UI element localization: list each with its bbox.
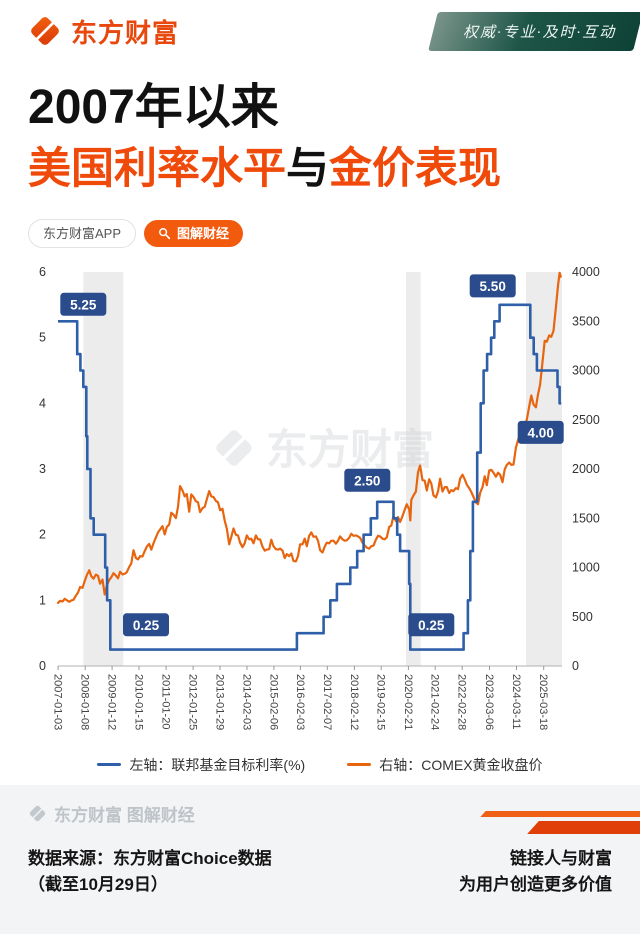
svg-text:0.25: 0.25 [418, 617, 445, 632]
svg-text:1000: 1000 [572, 560, 600, 574]
svg-text:1: 1 [39, 593, 46, 607]
svg-text:东方财富: 东方财富 [266, 426, 434, 473]
svg-text:2021-02-24: 2021-02-24 [429, 674, 441, 730]
legend-item-left-axis: 左轴：联邦基金目标利率(%) [97, 755, 305, 775]
legend-label-left: 左轴：联邦基金目标利率(%) [129, 756, 306, 773]
svg-text:2018-02-12: 2018-02-12 [348, 674, 360, 730]
ribbon-thick [527, 820, 640, 834]
badge-row: 东方财富APP 图解财经 [0, 195, 640, 248]
ribbon-thin [480, 810, 640, 817]
footer-watermark: 东方财富 图解财经 [28, 801, 612, 826]
svg-text:4000: 4000 [572, 265, 600, 279]
svg-text:4: 4 [39, 396, 46, 410]
eastmoney-logo-icon [31, 17, 59, 45]
footer-content: 数据来源：东方财富Choice数据 （截至10月29日） 链接人与财富 为用户创… [28, 846, 612, 899]
data-source-line1: 数据来源：东方财富Choice数据 [28, 848, 272, 868]
title-line2: 美国利率水平与金价表现 [28, 145, 612, 194]
svg-text:2009-01-12: 2009-01-12 [106, 674, 118, 730]
footer-watermark-text: 东方财富 图解财经 [54, 805, 195, 825]
channel-badge-label: 图解财经 [177, 225, 230, 241]
data-source-line2: （截至10月29日） [28, 874, 168, 894]
svg-text:5.25: 5.25 [70, 297, 97, 312]
svg-text:2.50: 2.50 [354, 473, 380, 488]
svg-text:3: 3 [39, 462, 46, 476]
svg-text:2019-02-15: 2019-02-15 [375, 674, 387, 730]
svg-text:2016-02-03: 2016-02-03 [294, 674, 306, 730]
svg-text:1500: 1500 [572, 511, 600, 525]
title-line2-orange1: 美国利率水平 [28, 145, 286, 194]
svg-text:0: 0 [39, 659, 46, 673]
svg-text:2014-02-03: 2014-02-03 [241, 674, 253, 730]
svg-text:2000: 2000 [572, 462, 600, 476]
header-slogan-text: 权威·专业·及时·互动 [462, 24, 616, 41]
svg-text:2500: 2500 [572, 412, 600, 426]
svg-text:2: 2 [39, 527, 46, 541]
fed-rate-line-swatch [97, 763, 122, 767]
svg-text:2015-02-06: 2015-02-06 [267, 674, 279, 730]
svg-text:2025-03-18: 2025-03-18 [537, 674, 549, 730]
svg-text:5.50: 5.50 [480, 279, 506, 294]
svg-text:0.25: 0.25 [133, 617, 160, 632]
svg-text:0: 0 [572, 659, 579, 673]
data-source: 数据来源：东方财富Choice数据 （截至10月29日） [28, 846, 272, 899]
svg-text:2022-02-28: 2022-02-28 [456, 674, 468, 730]
legend-item-right-axis: 右轴：COMEX黄金收盘价 [347, 755, 543, 775]
svg-text:2012-01-25: 2012-01-25 [187, 674, 199, 730]
svg-text:2011-01-20: 2011-01-20 [160, 674, 172, 729]
title-line1: 2007年以来 [28, 81, 279, 134]
svg-text:3000: 3000 [572, 363, 600, 377]
svg-text:2008-01-08: 2008-01-08 [79, 674, 91, 730]
app-badge[interactable]: 东方财富APP [28, 218, 137, 248]
title-block: 2007年以来 美国利率水平与金价表现 [0, 62, 640, 195]
header: 东方财富 权威·专业·及时·互动 [0, 0, 640, 62]
svg-text:4.00: 4.00 [528, 425, 554, 440]
eastmoney-logo-gray-icon [29, 805, 46, 821]
footer-slogan-line1: 链接人与财富 [510, 848, 612, 868]
svg-text:5: 5 [39, 330, 46, 344]
title-line2-black: 与 [286, 145, 329, 194]
gold-price-line-swatch [347, 763, 372, 767]
svg-text:3500: 3500 [572, 314, 600, 328]
header-slogan: 权威·专业·及时·互动 [427, 11, 640, 51]
svg-text:6: 6 [39, 265, 46, 279]
chart-legend: 左轴：联邦基金目标利率(%) 右轴：COMEX黄金收盘价 [0, 753, 640, 785]
search-icon [159, 227, 171, 239]
legend-label-right: 右轴：COMEX黄金收盘价 [379, 756, 543, 773]
channel-badge[interactable]: 图解财经 [144, 219, 244, 247]
svg-text:2024-03-11: 2024-03-11 [510, 674, 522, 729]
svg-text:2010-01-15: 2010-01-15 [133, 674, 145, 730]
svg-text:2020-02-21: 2020-02-21 [402, 674, 414, 730]
footer-slogan: 链接人与财富 为用户创造更多价值 [459, 846, 612, 899]
svg-text:500: 500 [572, 609, 593, 623]
svg-text:2017-02-07: 2017-02-07 [321, 674, 333, 730]
svg-text:2023-03-06: 2023-03-06 [483, 674, 495, 730]
rates-vs-gold-chart: 东方财富 0 1 2 3 4 5 6 0 500 1000 1500 2000 2500 3000 3500 4… [39, 265, 600, 730]
footer-ribbons [480, 810, 640, 834]
footer-section: 东方财富 图解财经 数据来源：东方财富Choice数据 （截至10月29日） 链… [0, 784, 640, 934]
svg-text:2007-01-03: 2007-01-03 [52, 674, 64, 730]
footer-slogan-line2: 为用户创造更多价值 [459, 874, 612, 894]
brand-name: 东方财富 [71, 17, 180, 48]
brand-logo: 东方财富 [28, 13, 179, 50]
svg-text:2013-01-29: 2013-01-29 [214, 674, 226, 730]
chart: 东方财富 0 1 2 3 4 5 6 0 500 1000 1500 2000 2500 3000 3500 4… [0, 248, 640, 753]
title-line2-orange2: 金价表现 [329, 145, 501, 194]
